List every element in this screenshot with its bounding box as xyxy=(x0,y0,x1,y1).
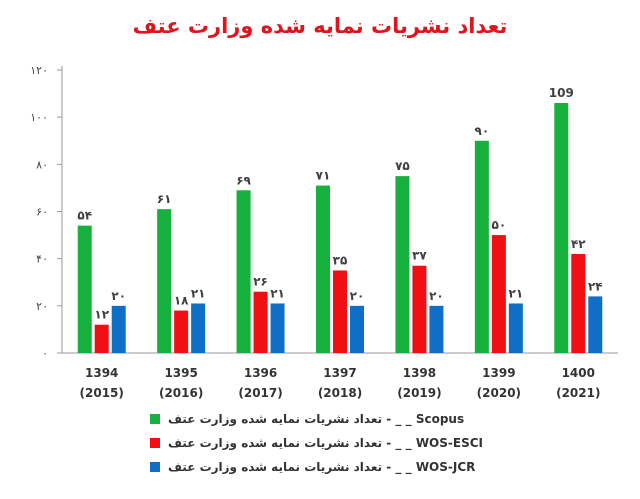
data-label-wos-jcr: ۲۱ xyxy=(270,286,285,300)
chart-title: تعداد نشریات نمایه شده وزارت عتف xyxy=(132,14,508,38)
bar-wos-jcr xyxy=(350,305,364,353)
y-tick-label: ۴۰ xyxy=(36,253,48,266)
y-tick-label: ۰ xyxy=(42,347,48,360)
bar-scopus xyxy=(236,190,251,353)
bar-wos-esci xyxy=(333,270,347,353)
data-label-scopus: ۶۹ xyxy=(236,173,251,187)
bar-wos-esci xyxy=(412,265,427,353)
x-tick-label-year: 1395 xyxy=(164,366,197,380)
bar-wos-esci xyxy=(253,291,268,353)
data-label-wos-esci: ۳۵ xyxy=(333,253,348,267)
data-label-wos-esci: ۲۶ xyxy=(253,275,268,289)
bar-scopus xyxy=(554,103,569,354)
y-tick-label: ۱۲۰ xyxy=(30,64,48,77)
y-tick-label: ۸۰ xyxy=(36,158,48,171)
legend-label-wos-jcr: تعداد نشریات نمایه شده وزارت عتف - _ _ W… xyxy=(168,460,476,474)
x-tick-label-gregorian: (2021) xyxy=(556,386,600,400)
bar-scopus xyxy=(77,225,92,353)
data-label-wos-jcr: ۲۴ xyxy=(588,279,603,293)
data-label-scopus: ۷۱ xyxy=(316,169,331,183)
legend-swatch-scopus xyxy=(150,414,160,424)
x-tick-label-gregorian: (2018) xyxy=(318,386,362,400)
data-label-wos-esci: ۱۸ xyxy=(174,294,189,308)
bar-wos-jcr xyxy=(429,305,444,353)
x-tick-label-gregorian: (2019) xyxy=(397,386,441,400)
bar-wos-esci xyxy=(571,253,586,353)
bar-wos-jcr xyxy=(508,303,523,353)
x-tick-label-gregorian: (2017) xyxy=(238,386,282,400)
x-tick-label-year: 1400 xyxy=(562,366,595,380)
data-label-wos-esci: ۴۲ xyxy=(571,237,586,251)
data-label-wos-esci: ۵۰ xyxy=(492,218,507,232)
data-label-scopus: ۶۱ xyxy=(157,192,172,206)
bar-wos-esci xyxy=(491,235,506,353)
data-label-wos-jcr: ۲۱ xyxy=(191,286,206,300)
bar-scopus xyxy=(395,176,410,353)
bar-scopus xyxy=(316,185,330,353)
legend-item-scopus: تعداد نشریات نمایه شده وزارت عتف - _ _ S… xyxy=(150,408,490,430)
data-label-wos-jcr: ۲۱ xyxy=(509,286,524,300)
bar-scopus xyxy=(474,140,489,353)
bar-wos-jcr xyxy=(270,303,285,353)
bar-wos-esci xyxy=(174,310,189,353)
bar-wos-jcr xyxy=(588,296,603,353)
bar-scopus xyxy=(157,209,172,353)
y-tick-label: ۶۰ xyxy=(36,206,48,219)
bar-wos-jcr xyxy=(111,305,126,353)
data-label-wos-jcr: ۲۰ xyxy=(429,289,444,303)
y-tick-label: ۱۰۰ xyxy=(30,111,48,124)
legend-swatch-wos-esci xyxy=(150,438,160,448)
y-tick-label: ۲۰ xyxy=(36,300,48,313)
data-label-wos-esci: ۳۷ xyxy=(412,249,427,263)
x-tick-label-year: 1397 xyxy=(323,366,356,380)
x-tick-label-year: 1398 xyxy=(403,366,436,380)
data-label-wos-esci: ۱۲ xyxy=(94,308,109,322)
x-tick-label-year: 1394 xyxy=(85,366,118,380)
legend-label-scopus: تعداد نشریات نمایه شده وزارت عتف - _ _ S… xyxy=(168,412,465,426)
x-tick-label-year: 1396 xyxy=(244,366,277,380)
legend-swatch-wos-jcr xyxy=(150,462,160,472)
data-label-scopus: ۹۰ xyxy=(475,124,490,138)
x-tick-label-gregorian: (2015) xyxy=(80,386,124,400)
legend-item-wos-jcr: تعداد نشریات نمایه شده وزارت عتف - _ _ W… xyxy=(150,456,490,478)
x-tick-label-gregorian: (2016) xyxy=(159,386,203,400)
bar-wos-jcr xyxy=(191,303,206,353)
data-label-scopus: ۷۵ xyxy=(395,159,410,173)
data-label-wos-jcr: ۲۰ xyxy=(111,289,126,303)
bar-wos-esci xyxy=(94,324,109,353)
x-tick-label-gregorian: (2020) xyxy=(477,386,521,400)
legend-label-wos-esci: تعداد نشریات نمایه شده وزارت عتف - _ _ W… xyxy=(168,436,483,450)
data-label-wos-jcr: ۲۰ xyxy=(350,289,365,303)
legend-item-wos-esci: تعداد نشریات نمایه شده وزارت عتف - _ _ W… xyxy=(150,432,490,454)
x-tick-label-year: 1399 xyxy=(482,366,515,380)
data-label-scopus: ۵۴ xyxy=(77,209,92,223)
data-label-scopus: 109 xyxy=(549,86,574,100)
chart-legend: تعداد نشریات نمایه شده وزارت عتف - _ _ S… xyxy=(150,408,490,480)
